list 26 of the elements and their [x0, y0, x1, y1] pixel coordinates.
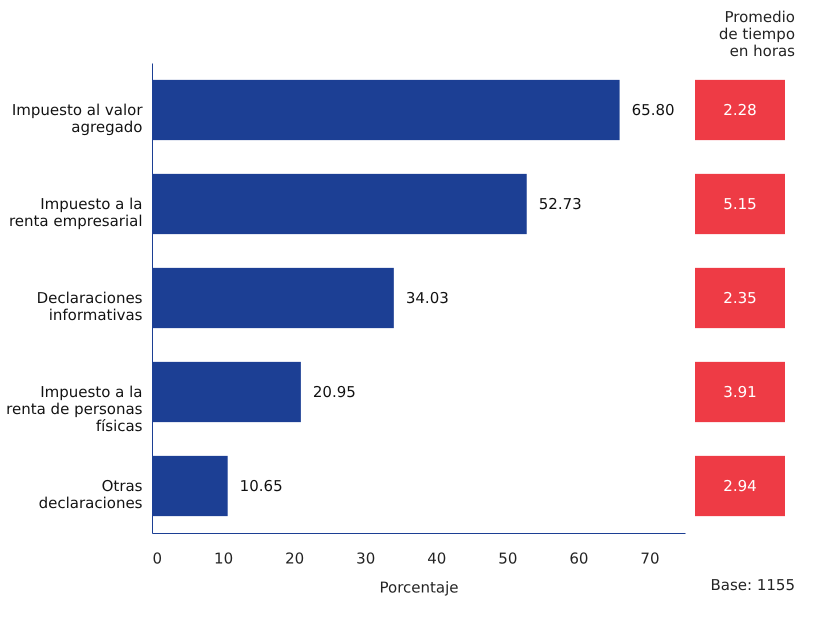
y-tick-label: Declaraciones informativas: [36, 289, 143, 324]
data-label: 20.95: [312, 383, 356, 401]
data-label: 34.03: [406, 289, 449, 307]
y-tick-label: Impuesto al valor agregado: [12, 101, 144, 136]
data-label: 2.94: [723, 477, 757, 495]
x-tick-label: 60: [569, 550, 588, 568]
x-tick-label: 10: [214, 550, 234, 568]
x-tick-label: 0: [152, 550, 162, 568]
data-label: 5.15: [723, 195, 757, 213]
data-label: 10.65: [240, 477, 283, 495]
x-tick-label: 40: [427, 550, 446, 568]
x-tick-label: 50: [498, 550, 518, 568]
text: Promedio de tiempo en horas: [718, 8, 796, 60]
y-tick-label: Otras declaraciones: [38, 477, 143, 512]
data-label: 52.73: [538, 195, 582, 213]
data-label: 3.91: [723, 383, 757, 401]
y-tick-label: Impuesto a la renta empresarial: [8, 195, 142, 230]
x-tick-label: 70: [640, 550, 660, 568]
data-label: 2.28: [723, 101, 757, 119]
y-tick-label: Impuesto a la renta de personas físicas: [6, 383, 143, 435]
data-label: 65.80: [632, 101, 675, 119]
x-tick-label: 30: [356, 550, 376, 568]
x-tick-label: 20: [285, 550, 304, 568]
data-label: 2.35: [723, 289, 757, 307]
text: Base: 1155: [710, 576, 795, 594]
x-axis-title: Porcentaje: [380, 578, 458, 596]
